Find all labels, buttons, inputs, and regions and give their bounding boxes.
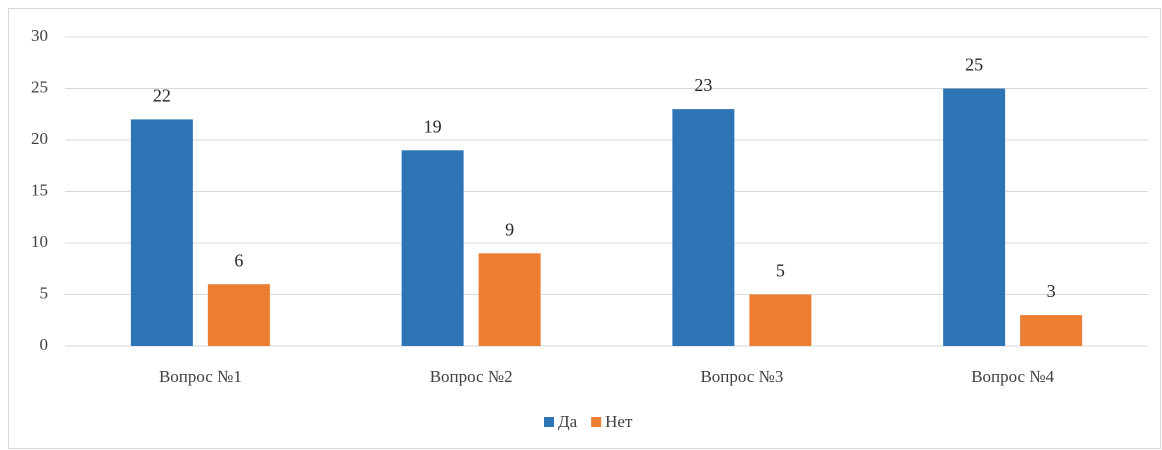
x-tick-label: Вопрос №4 (971, 367, 1054, 386)
y-tick-label: 5 (40, 283, 49, 302)
y-tick-label: 30 (31, 26, 48, 45)
chart-border (8, 8, 1161, 449)
data-label: 19 (424, 116, 442, 136)
bar (749, 294, 812, 346)
x-tick-label: Вопрос №3 (700, 367, 783, 386)
data-label: 6 (234, 250, 243, 270)
data-label: 9 (505, 219, 514, 239)
y-tick-label: 15 (31, 180, 48, 199)
y-tick-label: 25 (31, 77, 48, 96)
y-tick-label: 0 (40, 335, 49, 354)
data-label: 23 (694, 75, 712, 95)
data-label: 22 (153, 86, 171, 106)
data-label: 3 (1047, 281, 1056, 301)
legend-swatch (591, 417, 602, 427)
bar (672, 109, 735, 346)
bar (401, 150, 464, 346)
x-tick-label: Вопрос №2 (430, 367, 513, 386)
y-tick-label: 10 (31, 232, 48, 251)
bar (478, 253, 541, 346)
legend-swatch (544, 417, 554, 427)
legend-label: Да (558, 412, 578, 431)
bar (943, 88, 1006, 346)
legend-label: Нет (605, 412, 633, 431)
bar (1020, 315, 1083, 346)
y-tick-label: 20 (31, 129, 48, 148)
data-label: 5 (776, 261, 785, 281)
bar (207, 284, 270, 346)
data-label: 25 (965, 55, 983, 75)
bar (130, 119, 193, 347)
x-tick-label: Вопрос №1 (159, 367, 242, 386)
